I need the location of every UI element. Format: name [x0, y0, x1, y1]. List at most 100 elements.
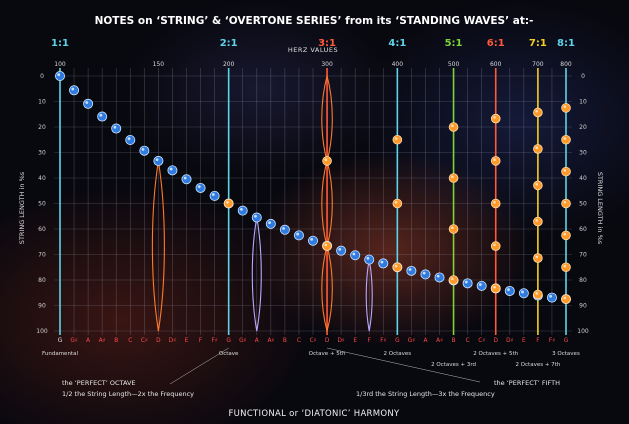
string-length-point [153, 155, 164, 166]
overtone-node-highlight [451, 226, 454, 230]
overtone-node-highlight [493, 243, 496, 247]
note-label: C [128, 338, 132, 344]
string-length-point-highlight [268, 221, 271, 225]
string-length-point-highlight [254, 214, 257, 218]
y-tick-label-left: 40 [38, 175, 46, 182]
string-length-point-highlight [211, 193, 215, 196]
overtone-node [223, 198, 234, 209]
y-tick-label-left: 80 [38, 277, 46, 284]
overtone-node-highlight [563, 264, 567, 268]
fifth-annotation-desc: 1/3rd the String Length—3x the Frequency [356, 390, 495, 398]
overtone-node-highlight [451, 277, 454, 281]
hz-tick-label: 400 [392, 61, 404, 68]
string-length-point [69, 85, 80, 96]
string-length-point [336, 245, 347, 256]
interval-label: 2 Octaves + 3rd [431, 362, 476, 368]
string-length-point-highlight [282, 227, 285, 230]
note-label: G [564, 338, 569, 344]
interval-label: 3 Octaves [552, 351, 580, 357]
note-label: D [156, 338, 161, 344]
ratio-label: 4:1 [388, 38, 406, 49]
note-label: A♯ [267, 337, 274, 344]
y-tick-label-right: 60 [579, 226, 587, 233]
note-label: C♯ [478, 337, 485, 344]
string-length-point [307, 235, 318, 246]
string-length-point-highlight [71, 87, 75, 91]
note-label: D♯ [169, 337, 176, 344]
overtone-node [490, 241, 501, 251]
string-length-point-highlight [169, 167, 173, 171]
overtone-node-highlight [535, 109, 538, 113]
string-length-point [251, 212, 262, 223]
string-length-point [462, 278, 473, 289]
hz-tick-label: 300 [321, 61, 333, 68]
octave-annotation-desc: 1/2 the String Length—2x the Frequency [62, 390, 194, 398]
note-label: G♯ [239, 337, 246, 344]
string-length-point-highlight [352, 252, 356, 256]
string-length-point-highlight [310, 238, 314, 241]
hz-tick-label: 500 [448, 61, 460, 68]
string-length-point [265, 218, 276, 229]
right-axis-label: STRING LENGTH in %s [596, 172, 604, 245]
note-label: G♯ [70, 337, 77, 344]
overtone-node [561, 230, 571, 241]
annotations: the ‘PERFECT’ OCTAVE 1/2 the String Leng… [62, 379, 560, 398]
interval-label: Octave [219, 351, 239, 357]
interval-label: Octave + 5th [309, 351, 346, 357]
note-label: B [452, 338, 456, 344]
overtone-node [448, 122, 459, 132]
overtone-node-highlight [493, 158, 496, 162]
overtone-node [490, 283, 501, 294]
string-length-point [434, 272, 445, 283]
note-label: A [255, 338, 259, 344]
overtone-node [561, 103, 571, 113]
overtone-node-highlight [324, 243, 328, 247]
overtone-node [533, 180, 543, 191]
ratio-label: 2:1 [220, 38, 238, 49]
string-length-point-highlight [464, 280, 468, 284]
note-label: F♯ [212, 337, 218, 344]
string-length-point [209, 190, 220, 201]
ratio-label: 7:1 [529, 38, 547, 49]
interval-label: 2 Octaves [384, 351, 412, 357]
overtone-node-highlight [535, 219, 538, 222]
y-tick-label-right: 90 [579, 303, 587, 310]
string-length-point [350, 250, 361, 261]
ratio-label: 3:1 [318, 38, 336, 49]
string-length-point-highlight [155, 158, 159, 162]
string-length-point-highlight [380, 260, 384, 264]
string-length-point-highlight [240, 207, 243, 211]
string-length-point [139, 145, 150, 156]
note-label: C♯ [310, 337, 317, 344]
overtone-node [448, 173, 459, 183]
note-label: F [368, 338, 371, 344]
overtone-node [533, 216, 543, 227]
y-tick-label-right: 40 [579, 175, 587, 182]
string-length-point [97, 111, 108, 122]
string-length-point-highlight [183, 176, 187, 180]
string-length-point [279, 224, 290, 235]
overtone-node-highlight [563, 296, 567, 300]
y-tick-label-left: 50 [38, 201, 46, 208]
interval-label: 2 Octaves + 5th [473, 351, 518, 357]
guide-wave-loop [365, 259, 373, 332]
string-length-point-highlight [366, 256, 370, 260]
left-axis-label: STRING LENGTH in %s [18, 171, 26, 244]
overtone-node [392, 134, 403, 145]
string-length-point-highlight [507, 288, 510, 292]
y-tick-label-left: 60 [38, 226, 46, 233]
top-axis-label: HERZ VALUES [288, 46, 338, 54]
overtone-node [490, 113, 501, 124]
string-length-point [181, 174, 192, 185]
note-label: D [493, 338, 498, 344]
chart-title: NOTES on ‘STRING’ & ‘OVERTONE SERIES’ fr… [95, 15, 534, 27]
overtone-node [448, 224, 459, 234]
string-length-point-highlight [521, 290, 524, 294]
overtone-node-highlight [493, 116, 496, 119]
note-label: G♯ [408, 337, 415, 344]
standing-waves [151, 73, 373, 334]
string-length-point-highlight [85, 101, 89, 104]
string-length-point [504, 285, 515, 296]
note-label: G [226, 338, 231, 344]
y-tick-label-right: 10 [579, 99, 587, 106]
